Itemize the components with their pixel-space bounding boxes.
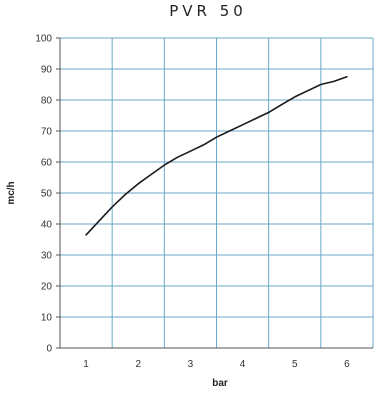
series-layer (85, 76, 348, 236)
x-tick-label: 2 (135, 359, 141, 370)
x-tick-label: 4 (240, 359, 246, 370)
y-tick-label: 20 (41, 282, 53, 293)
x-tick-label: 5 (292, 359, 298, 370)
x-axis-label: bar (212, 378, 228, 389)
y-tick-label: 80 (41, 96, 53, 107)
tick-labels: 0 10 20 30 40 50 60 70 80 90 100 1 2 3 4 5 6 (35, 34, 350, 371)
y-tick-label: 70 (41, 127, 53, 138)
y-tick-label: 50 (41, 189, 53, 200)
y-tick-label: 30 (41, 251, 53, 262)
series-line (85, 76, 348, 236)
y-tick-label: 0 (46, 344, 52, 355)
x-tick-label: 6 (344, 359, 350, 370)
x-tick-label: 1 (83, 359, 89, 370)
y-tick-label: 90 (41, 65, 53, 76)
axes (56, 37, 373, 349)
grid-lines (60, 37, 374, 348)
y-tick-label: 100 (35, 34, 52, 45)
y-tick-label: 40 (41, 220, 53, 231)
y-axis-label: mc/h (6, 181, 17, 204)
x-tick-label: 3 (188, 359, 194, 370)
y-tick-label: 60 (41, 158, 53, 169)
y-tick-label: 10 (41, 313, 53, 324)
chart-title: PVR 50 (169, 2, 247, 20)
